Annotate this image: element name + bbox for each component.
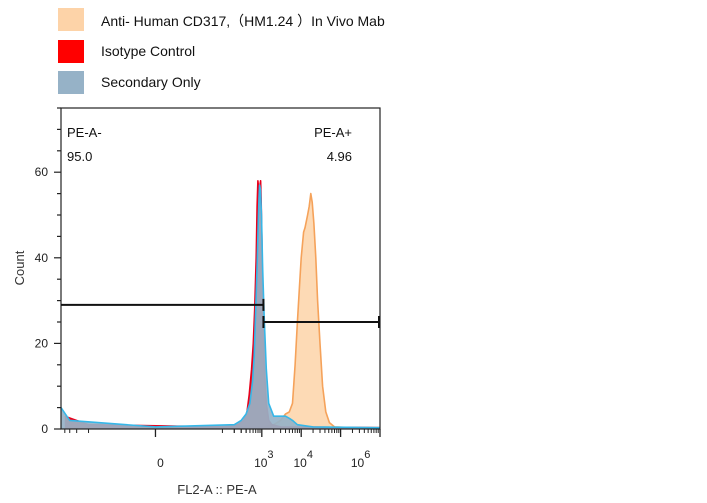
legend-item-secondary: Secondary Only — [58, 71, 478, 95]
y-tick-label: 60 — [35, 165, 49, 179]
legend-label-secondary: Secondary Only — [101, 74, 201, 90]
y-tick-label: 0 — [41, 422, 48, 436]
gate-neg-value: 95.0 — [67, 149, 92, 164]
plot-frame — [60, 107, 381, 430]
legend-item-isotype: Isotype Control — [58, 40, 478, 64]
x-axis-title: FL2-A :: PE-A — [177, 482, 257, 497]
legend-swatch-cd317 — [58, 8, 84, 31]
series-area-secondary — [61, 185, 380, 429]
legend-label-isotype: Isotype Control — [101, 43, 196, 59]
legend-label-cd317: Anti- Human CD317,（HM1.24 ）In Vivo Mab — [101, 13, 385, 29]
y-tick-label: 20 — [35, 336, 49, 350]
y-axis-title: Count — [12, 250, 27, 285]
x-tick-label: 106 — [351, 449, 370, 470]
series-line-cd317 — [155, 192, 380, 429]
y-axis: 0 20 40 60 — [35, 107, 61, 436]
legend-swatch-isotype — [58, 40, 84, 63]
series-line-secondary — [60, 184, 381, 429]
legend-swatch-secondary — [58, 71, 84, 94]
gate-pos-label: PE-A+ — [314, 125, 352, 140]
y-tick-label: 40 — [35, 251, 49, 265]
series-layer — [60, 180, 381, 429]
gates — [61, 298, 380, 328]
legend-item-cd317: Anti- Human CD317,（HM1.24 ）In Vivo Mab — [58, 8, 478, 32]
x-tick-label: 103 — [254, 449, 273, 470]
x-axis: 0 103 104 106 — [64, 429, 381, 470]
x-tick-label: 104 — [293, 449, 312, 470]
gate-pos-value: 4.96 — [327, 149, 352, 164]
x-tick-label: 0 — [157, 456, 164, 470]
gate-neg-label: PE-A- — [67, 125, 102, 140]
